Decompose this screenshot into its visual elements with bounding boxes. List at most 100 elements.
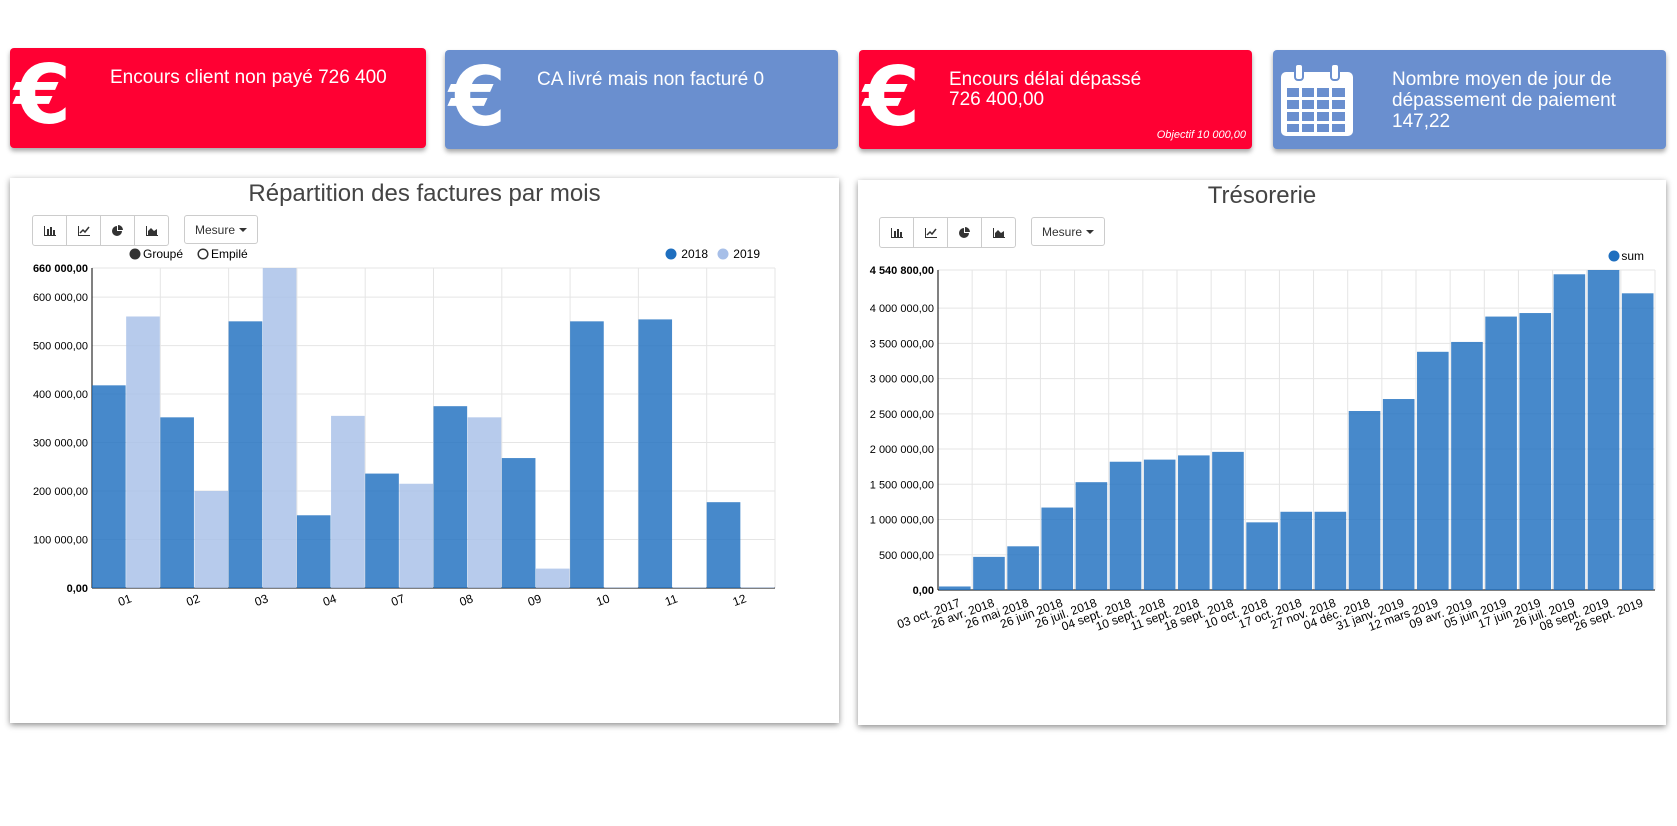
bar: [1417, 351, 1449, 590]
bar: [1451, 341, 1483, 590]
grouped-label: Groupé: [143, 248, 183, 261]
measure-dropdown[interactable]: Mesure: [184, 215, 259, 244]
kpi-card-jours-depassement: Nombre moyen de jour de dépassement de p…: [1273, 50, 1666, 149]
bar: [1075, 482, 1108, 590]
bar: [1587, 270, 1620, 590]
x-tick-label: 02: [184, 591, 202, 609]
x-tick-label: 04: [321, 591, 339, 609]
stacked-radio: [197, 248, 209, 260]
y-tick-label: 300 000,00: [33, 438, 88, 450]
y-tick-label: 200 000,00: [33, 486, 88, 498]
bar: [1007, 546, 1039, 590]
bar: [1348, 411, 1381, 590]
bar: [1143, 459, 1176, 590]
bar: [194, 491, 229, 588]
x-tick-label: 10: [594, 591, 612, 609]
bar: [1621, 293, 1654, 590]
bar: [1382, 399, 1415, 590]
calendar-icon: [1279, 62, 1353, 142]
kpi-objective: Objectif 10 000,00: [1156, 129, 1246, 141]
bar: [1212, 451, 1244, 590]
invoices-bar-chart: 0,00 100 000,00 200 000,00 300 000,00 400 00…: [33, 248, 776, 609]
x-tick-label: 11: [663, 591, 680, 609]
kpi-title: Encours délai dépassé: [949, 69, 1142, 90]
x-tick-label: 09: [526, 591, 544, 609]
bar: [399, 483, 433, 588]
legend-label: 2019: [733, 248, 760, 261]
bar: [1519, 313, 1552, 590]
y-tick-label: 2 500 000,00: [870, 409, 934, 421]
grouped-radio: [129, 248, 141, 260]
bar: [1109, 461, 1142, 590]
y-tick-label: 500 000,00: [879, 550, 934, 562]
y-tick-label: 0,00: [913, 585, 934, 597]
y-tick-label: 600 000,00: [33, 292, 88, 304]
chart-title: Répartition des factures par mois: [248, 180, 601, 207]
measure-dropdown[interactable]: Mesure: [1031, 217, 1106, 246]
euro-icon: €: [14, 48, 72, 143]
bar: [365, 473, 399, 588]
line-chart-icon[interactable]: [67, 216, 101, 245]
legend-label: sum: [1621, 250, 1644, 263]
bar: [1246, 522, 1278, 590]
euro-icon: €: [863, 50, 921, 145]
bar: [467, 417, 502, 588]
bar: [939, 586, 971, 590]
bar-chart-icon[interactable]: [880, 218, 914, 247]
x-tick-label: 01: [116, 591, 134, 609]
y-tick-label: 0,00: [67, 583, 88, 595]
chart-body: 0,00 500 000,00 1 000 000,00 1 500 000,00 2 …: [870, 250, 1656, 634]
bar: [92, 385, 126, 588]
x-tick-label: 12: [731, 591, 749, 609]
bar: [638, 319, 673, 588]
bar: [126, 316, 160, 588]
pie-chart-icon[interactable]: [948, 218, 982, 247]
y-tick-label: 2 000 000,00: [870, 444, 934, 456]
chart-type-toolbar: [879, 217, 1016, 248]
bar: [296, 515, 331, 588]
y-tick-label: 660 000,00: [33, 263, 88, 275]
euro-icon: €: [449, 50, 507, 145]
legend-label: 2018: [681, 248, 708, 261]
y-tick-label: 4 000 000,00: [870, 303, 934, 315]
bar: [740, 587, 775, 588]
line-chart-icon[interactable]: [914, 218, 948, 247]
y-tick-label: 3 000 000,00: [870, 374, 934, 386]
chart-body: 0,00 100 000,00 200 000,00 300 000,00 400 00…: [33, 248, 776, 609]
pie-chart-icon[interactable]: [101, 216, 135, 245]
bar: [1041, 507, 1074, 590]
chevron-down-icon: [239, 227, 248, 232]
bar: [262, 268, 297, 588]
treasury-bar-chart: 0,00 500 000,00 1 000 000,00 1 500 000,00 2 …: [870, 250, 1656, 634]
area-chart-icon[interactable]: [135, 216, 168, 245]
x-tick-label: 07: [389, 591, 407, 609]
kpi-title: CA livré mais non facturé 0: [537, 69, 765, 90]
bar: [672, 587, 707, 588]
bar: [501, 458, 536, 588]
y-tick-label: 3 500 000,00: [870, 338, 934, 350]
x-tick-label: 03: [253, 591, 271, 609]
kpi-title: Encours client non payé 726 400: [110, 67, 387, 88]
legend-marker: [665, 248, 677, 260]
bar: [1178, 455, 1210, 590]
treasury-chart-panel: Trésorerie Mesure 0,00 500 000,00 1 000 00…: [858, 180, 1666, 725]
chart-type-toolbar: [32, 215, 169, 246]
bar: [433, 406, 468, 588]
y-tick-label: 1 000 000,00: [870, 515, 934, 527]
kpi-card-encours-client: € Encours client non payé 726 400: [10, 48, 426, 148]
bar: [706, 502, 741, 588]
y-tick-label: 400 000,00: [33, 389, 88, 401]
area-chart-icon[interactable]: [982, 218, 1015, 247]
bar: [1314, 511, 1347, 590]
legend-marker: [1608, 250, 1620, 262]
measure-label: Mesure: [1042, 224, 1083, 239]
bar: [1280, 511, 1313, 590]
y-tick-label: 100 000,00: [33, 535, 88, 547]
kpi-value: 147,22: [1392, 111, 1451, 132]
bar: [331, 415, 365, 588]
bar-chart-icon[interactable]: [33, 216, 67, 245]
measure-label: Mesure: [195, 222, 236, 237]
kpi-card-ca-livre: € CA livré mais non facturé 0: [445, 50, 838, 149]
bar: [535, 568, 570, 588]
y-tick-label: 1 500 000,00: [870, 479, 934, 491]
